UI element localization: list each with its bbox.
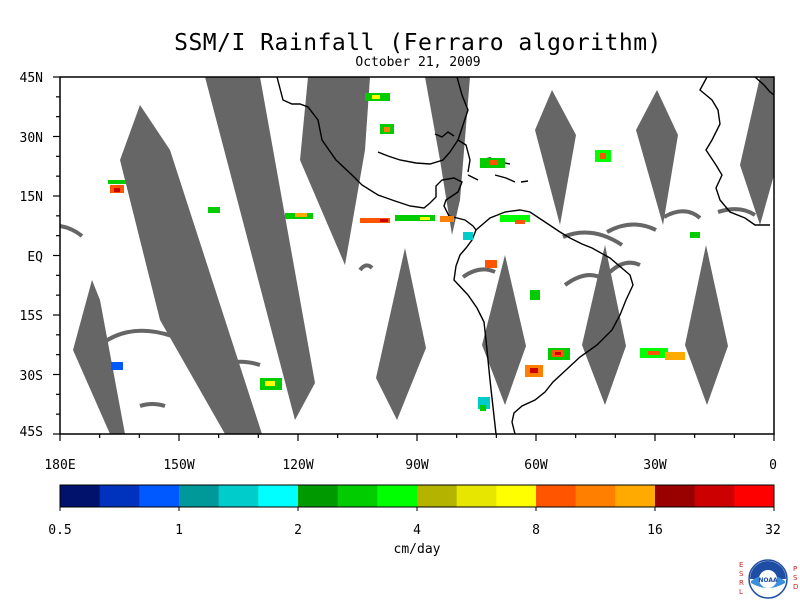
lat-label-15n: 15N [20, 190, 43, 205]
colorbar-units: cm/day [394, 542, 441, 557]
map-date: October 21, 2009 [355, 55, 481, 70]
colorbar-label: 32 [765, 523, 781, 538]
colorbar-segment [417, 485, 458, 507]
svg-text:D: D [793, 583, 798, 591]
colorbar-segment [734, 485, 775, 507]
latitude-labels: 45N 30N 15N EQ 15S 30S 45S [20, 71, 44, 440]
longitude-labels: 180E 150W 120W 90W 60W 30W 0 [44, 458, 777, 473]
colorbar-segment [258, 485, 299, 507]
colorbar-label: 16 [647, 523, 663, 538]
colorbar-segment [218, 485, 259, 507]
colorbar-label: 8 [532, 523, 540, 538]
colorbar-segment [139, 485, 180, 507]
map-content [60, 77, 774, 434]
colorbar-segment [337, 485, 378, 507]
svg-text:S: S [739, 570, 744, 578]
coastlines [276, 77, 774, 434]
svg-text:R: R [739, 579, 744, 587]
colorbar-label: 0.5 [48, 523, 71, 538]
rain-patches [108, 93, 700, 411]
lon-label-120w: 120W [282, 458, 313, 473]
lon-label-30w: 30W [643, 458, 667, 473]
logo-text: NOAA [758, 577, 778, 584]
lat-label-45n: 45N [20, 71, 43, 86]
lat-label-eq: EQ [27, 250, 43, 265]
colorbar-segment [694, 485, 735, 507]
lon-label-60w: 60W [524, 458, 548, 473]
colorbar-segment [377, 485, 418, 507]
svg-text:E: E [739, 561, 743, 569]
no-data-swaths [73, 77, 774, 434]
svg-text:S: S [793, 574, 798, 582]
colorbar-frame [59, 484, 775, 508]
lat-label-30s: 30S [20, 369, 43, 384]
lon-label-0: 0 [769, 458, 777, 473]
colorbar [59, 485, 775, 511]
colorbar-label: 1 [175, 523, 183, 538]
svg-text:P: P [793, 565, 797, 573]
lat-label-30n: 30N [20, 131, 43, 146]
lat-label-15s: 15S [20, 309, 43, 324]
colorbar-segment [60, 485, 101, 507]
lon-label-150w: 150W [163, 458, 194, 473]
colorbar-segment [536, 485, 577, 507]
colorbar-segment [179, 485, 220, 507]
colorbar-segment [615, 485, 656, 507]
colorbar-label: 2 [294, 523, 302, 538]
colorbar-labels: 0.5 1 2 4 8 16 32 [48, 523, 781, 538]
map-ticks [53, 76, 775, 441]
colorbar-segment [655, 485, 696, 507]
lat-label-45s: 45S [20, 425, 43, 440]
psd-letters: PSD [793, 565, 798, 591]
no-data-arcs [60, 207, 757, 408]
svg-text:L: L [739, 588, 743, 596]
colorbar-segment [575, 485, 616, 507]
lon-label-180e: 180E [44, 458, 75, 473]
colorbar-label: 4 [413, 523, 421, 538]
lon-label-90w: 90W [405, 458, 429, 473]
colorbar-segment [298, 485, 339, 507]
map-title: SSM/I Rainfall (Ferraro algorithm) [174, 30, 662, 56]
colorbar-segment [99, 485, 140, 507]
colorbar-segment [496, 485, 537, 507]
colorbar-segment [456, 485, 497, 507]
